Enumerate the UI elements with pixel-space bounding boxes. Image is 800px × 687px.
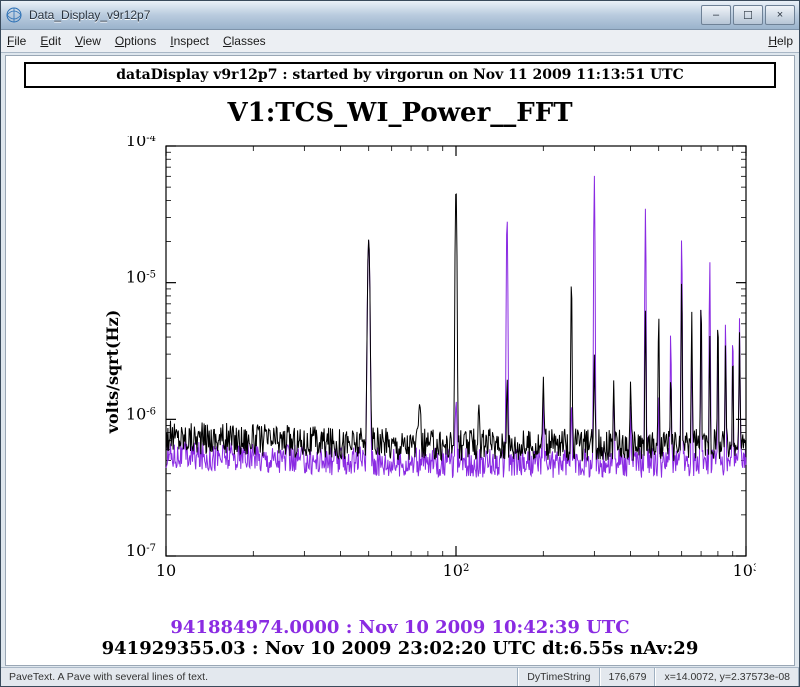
maximize-button[interactable]: ☐ (733, 5, 763, 25)
menu-file[interactable]: File (7, 34, 26, 48)
canvas-area[interactable]: dataDisplay v9r12p7 : started by virgoru… (5, 55, 795, 666)
menu-edit-accel: E (40, 34, 48, 48)
app-icon (5, 6, 23, 24)
banner-box: dataDisplay v9r12p7 : started by virgoru… (24, 62, 776, 88)
menu-help-accel: H (768, 34, 777, 48)
svg-text:10-6: 10-6 (126, 404, 156, 423)
svg-text:volts/sqrt(Hz): volts/sqrt(Hz) (106, 310, 122, 435)
status-hint: PaveText. A Pave with several lines of t… (1, 668, 518, 686)
menu-help[interactable]: Help (768, 34, 793, 48)
menu-options[interactable]: Options (115, 34, 156, 48)
menu-options-accel: O (115, 34, 124, 48)
status-coords-px: 176,679 (600, 668, 656, 686)
svg-text:10-4: 10-4 (126, 136, 156, 150)
close-icon: × (777, 9, 783, 21)
status-time-label: DyTimeString (518, 668, 599, 686)
plot-svg: 10-7 10-6 10-5 10-4 10 102 103 volts/sqrt(Hz) (106, 136, 756, 596)
svg-text:102: 102 (443, 561, 470, 580)
maximize-icon: ☐ (743, 9, 753, 22)
footer-purple: 941884974.0000 : Nov 10 2009 10:42:39 UT… (6, 617, 794, 638)
plot-title: V1:TCS_WI_Power__FFT (6, 98, 794, 128)
menubar: File Edit View Options Inspect Classes H… (1, 30, 799, 53)
titlebar[interactable]: Data_Display_v9r12p7 – ☐ × (1, 1, 799, 30)
banner-text: dataDisplay v9r12p7 : started by virgoru… (116, 67, 683, 83)
window-controls: – ☐ × (701, 5, 795, 25)
svg-text:10: 10 (156, 561, 176, 580)
menu-inspect-accel: I (170, 34, 173, 48)
minimize-button[interactable]: – (701, 5, 731, 25)
menu-file-accel: F (7, 34, 14, 48)
statusbar: PaveText. A Pave with several lines of t… (1, 667, 799, 686)
minimize-icon: – (713, 9, 719, 21)
menu-classes[interactable]: Classes (223, 34, 266, 48)
svg-text:10-7: 10-7 (126, 541, 156, 560)
app-window: Data_Display_v9r12p7 – ☐ × File Edit Vie… (0, 0, 800, 687)
close-button[interactable]: × (765, 5, 795, 25)
svg-text:103: 103 (733, 561, 756, 580)
status-coords-data: x=14.0072, y=2.37573e-08 (655, 668, 799, 686)
plot-area[interactable]: 10-7 10-6 10-5 10-4 10 102 103 volts/sqrt(Hz) (106, 136, 756, 596)
footer-black: 941929355.03 : Nov 10 2009 23:02:20 UTC … (6, 638, 794, 659)
plot-footer: 941884974.0000 : Nov 10 2009 10:42:39 UT… (6, 617, 794, 659)
menu-edit[interactable]: Edit (40, 34, 61, 48)
menu-view-accel: V (75, 34, 83, 48)
window-title: Data_Display_v9r12p7 (29, 8, 701, 22)
menu-inspect[interactable]: Inspect (170, 34, 209, 48)
svg-text:10-5: 10-5 (126, 268, 156, 287)
menu-view[interactable]: View (75, 34, 101, 48)
menu-classes-accel: C (223, 34, 232, 48)
